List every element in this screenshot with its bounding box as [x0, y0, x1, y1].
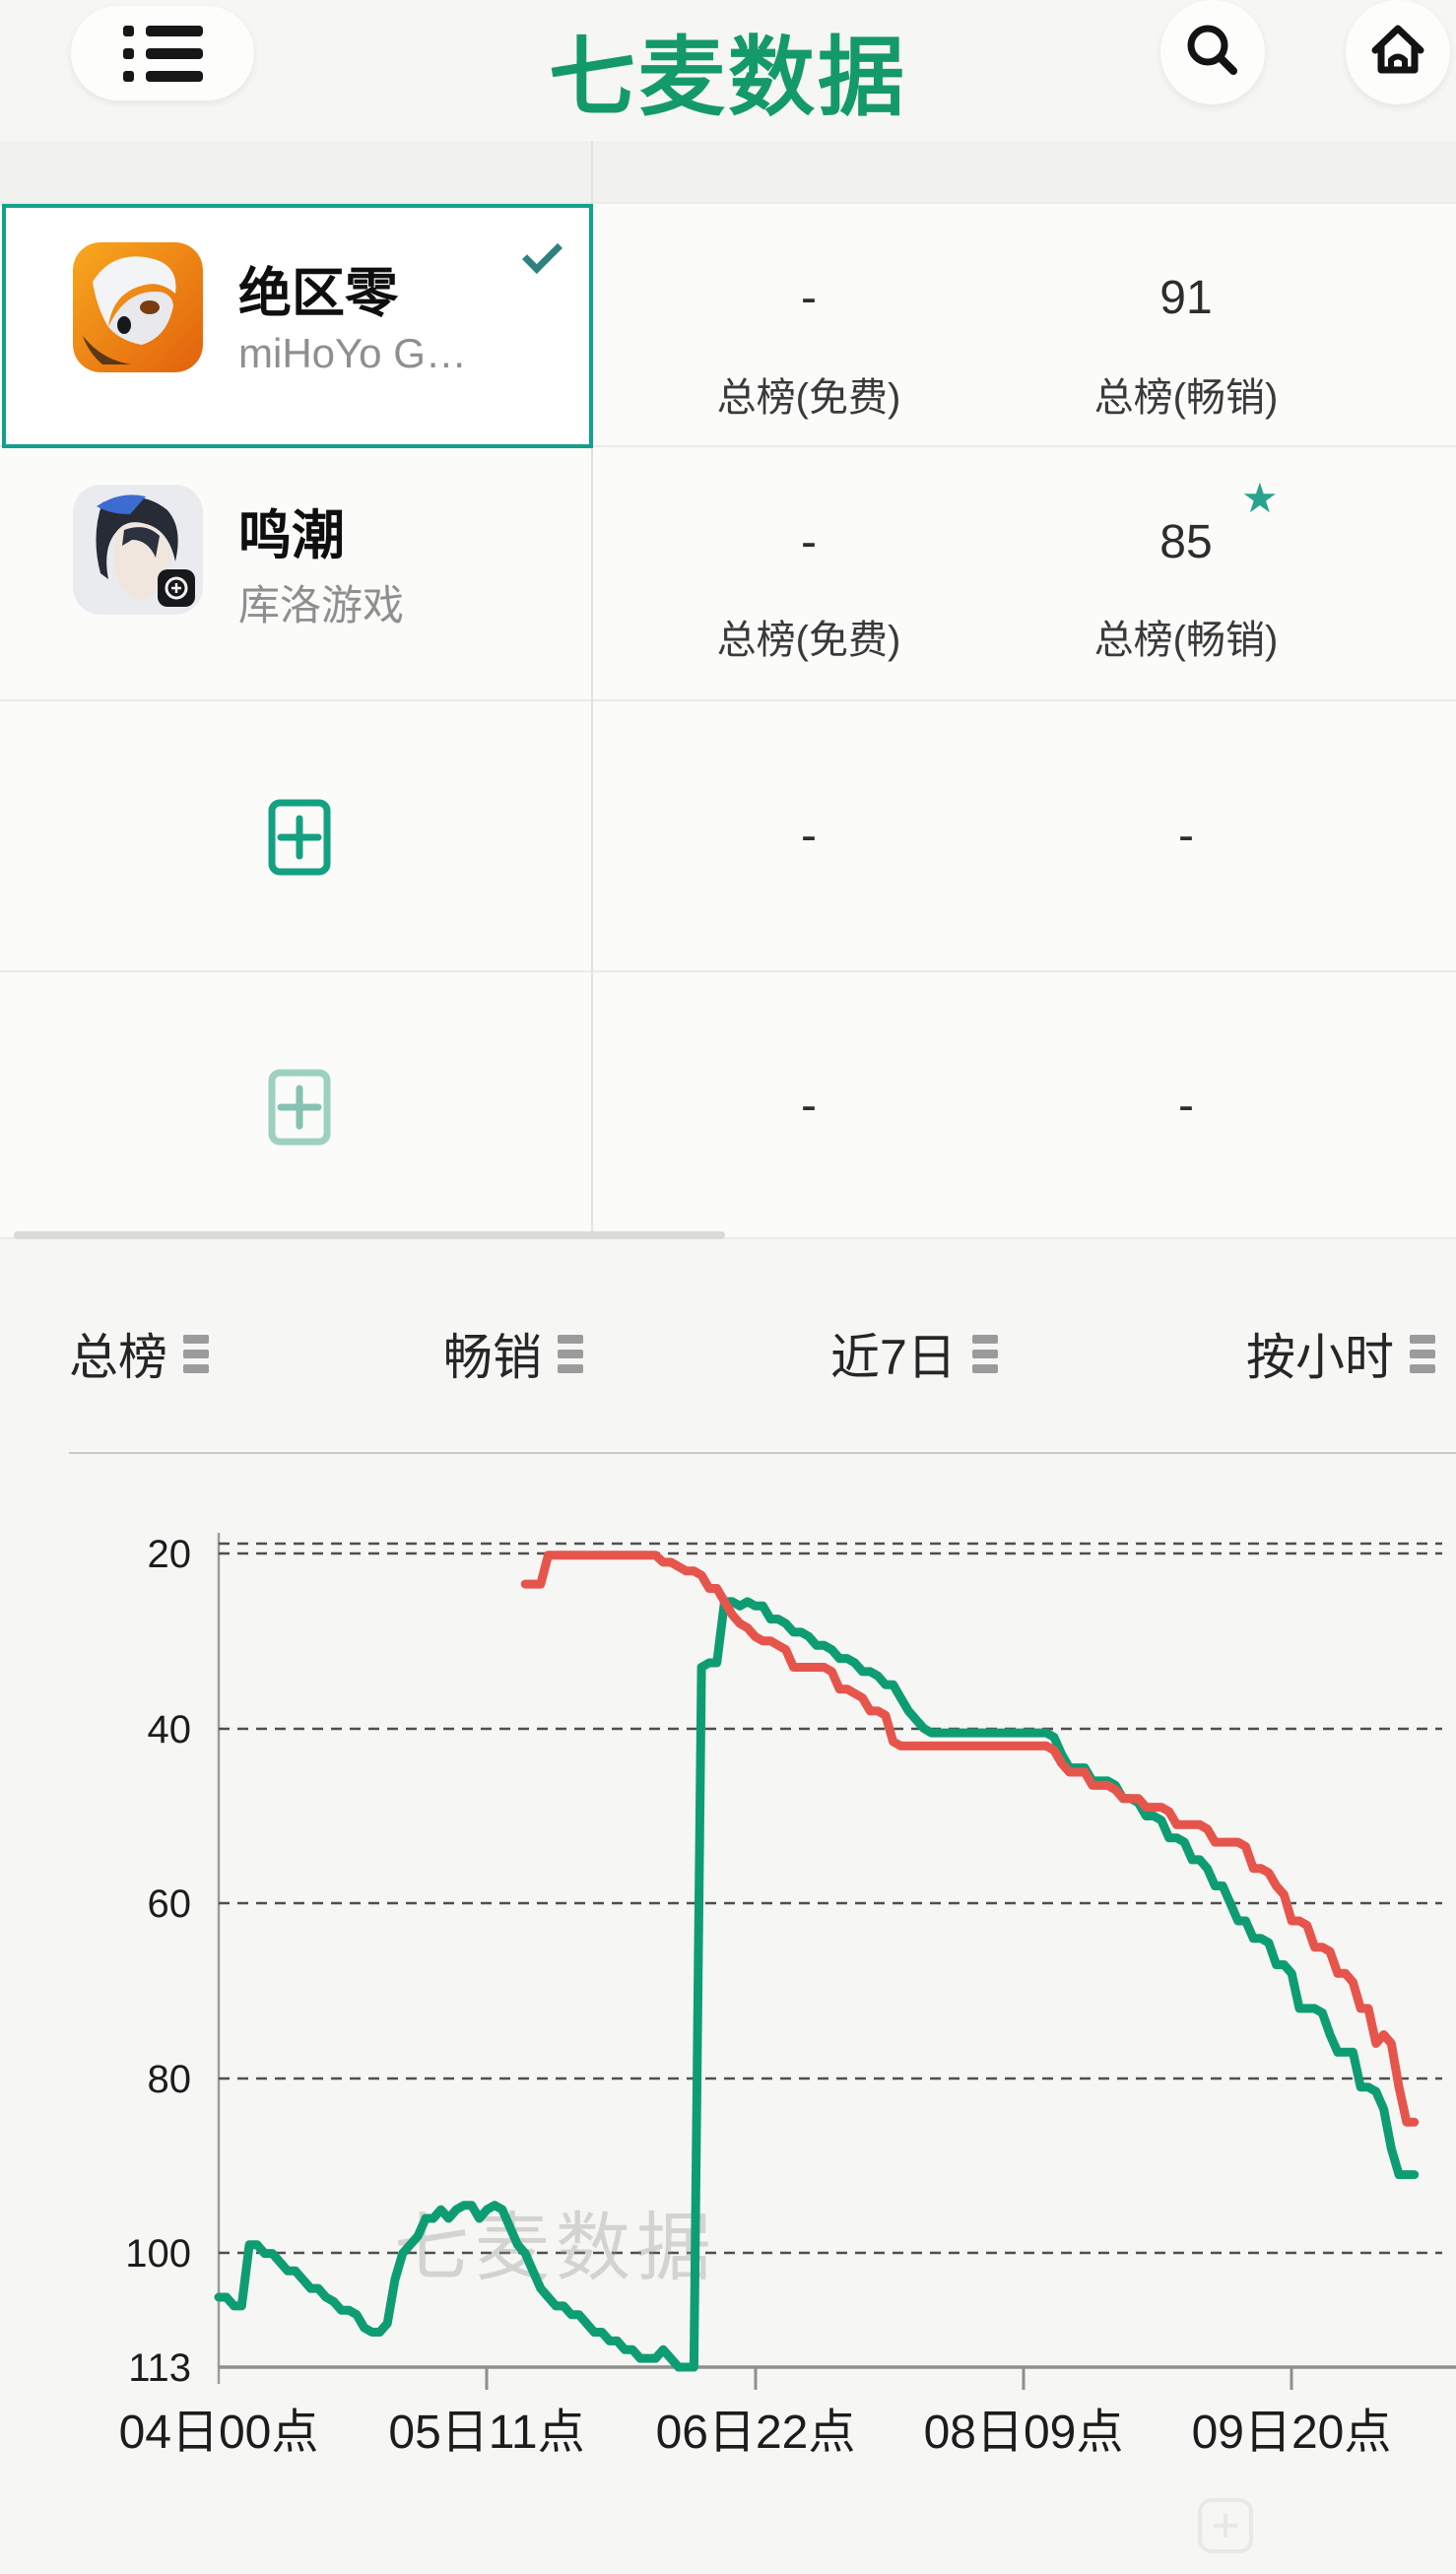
- x-axis-label: 05日11点: [388, 2407, 584, 2459]
- app-publisher-row2: 库洛游戏: [238, 582, 405, 628]
- x-axis-label: 04日00点: [119, 2407, 319, 2459]
- filter-date-range[interactable]: 近7日: [830, 1318, 998, 1389]
- y-axis-label: 60: [148, 1882, 192, 1926]
- chart-watermark: 七麦数据: [394, 2207, 717, 2290]
- row-divider: [0, 699, 1456, 701]
- page-title: 七麦数据: [548, 29, 907, 126]
- x-axis-label: 06日22点: [656, 2407, 856, 2459]
- rank-series-绝区零: [214, 1597, 1420, 2372]
- row-divider: [0, 1237, 1456, 1239]
- row-divider: [0, 445, 1456, 447]
- free-rank-row3: -: [801, 810, 817, 862]
- app-compare-table: 绝区零 miHoYo G… - 总榜(免费) 91 总榜(畅销) 鸣潮 库洛游戏…: [0, 141, 1456, 1239]
- column-divider: [591, 141, 593, 1239]
- paid-rank-label-row1: 总榜(畅销): [1093, 376, 1279, 420]
- dropdown-bars-icon: [183, 1334, 209, 1373]
- dropdown-bars-icon: [558, 1334, 583, 1373]
- app-icon-zenless-zone-zero: [73, 242, 203, 372]
- app-name-row2: 鸣潮: [238, 506, 345, 565]
- filter-ranking-type[interactable]: 总榜: [69, 1318, 209, 1389]
- paid-rank-row4: -: [1178, 1080, 1194, 1132]
- row-divider: [0, 970, 1456, 972]
- app-icon-wuthering-waves: [73, 485, 203, 615]
- y-axis-label: 100: [125, 2232, 191, 2276]
- paid-rank-row2: 85: [1159, 516, 1213, 568]
- add-app-button-row3[interactable]: [268, 799, 331, 881]
- home-icon: [1366, 19, 1429, 87]
- filter-bar: 总榜 畅销 近7日 按小时: [0, 1271, 1456, 1448]
- free-rank-label-row2: 总榜(免费): [716, 619, 901, 662]
- add-app-button-row4[interactable]: [268, 1069, 331, 1151]
- rank-trend-chart: 七麦数据 20 40 60 80 100 113 04日00点 05日11点 06日22点 08日…: [0, 1468, 1456, 2569]
- filter-chart-type[interactable]: 畅销: [443, 1318, 583, 1389]
- app-publisher-row1: miHoYo G…: [238, 330, 467, 376]
- row-divider: [0, 202, 1456, 204]
- menu-icon: [122, 25, 203, 82]
- favorite-star-icon[interactable]: ★: [1241, 475, 1279, 521]
- dropdown-bars-icon: [1410, 1334, 1435, 1373]
- search-button[interactable]: [1160, 0, 1265, 104]
- qimai-logo-ghost: [1198, 2498, 1253, 2553]
- menu-button[interactable]: [71, 6, 254, 100]
- search-icon: [1182, 20, 1243, 86]
- x-axis-label: 08日09点: [924, 2407, 1124, 2459]
- dropdown-bars-icon: [971, 1334, 998, 1373]
- top-bar: 七麦数据: [0, 0, 1456, 141]
- table-header-strip: [0, 141, 1456, 202]
- y-axis-label: 20: [148, 1533, 192, 1576]
- app-name-row1: 绝区零: [238, 264, 398, 323]
- x-axis-label: 09日20点: [1192, 2407, 1392, 2459]
- paid-rank-row1: 91: [1159, 272, 1213, 324]
- paid-rank-row3: -: [1178, 810, 1194, 862]
- y-axis-label: 113: [128, 2346, 191, 2390]
- filter-granularity[interactable]: 按小时: [1246, 1318, 1435, 1389]
- home-button[interactable]: [1346, 0, 1450, 104]
- free-rank-row4: -: [801, 1080, 817, 1132]
- section-divider: [69, 1452, 1456, 1454]
- free-rank-row2: -: [801, 516, 817, 568]
- y-axis-label: 80: [148, 2058, 192, 2101]
- free-rank-label-row1: 总榜(免费): [716, 376, 901, 420]
- rank-series-鸣潮: [520, 1551, 1420, 2127]
- free-rank-row1: -: [801, 272, 817, 324]
- horizontal-scrollbar[interactable]: [14, 1231, 725, 1239]
- y-axis-label: 40: [148, 1708, 192, 1751]
- paid-rank-label-row2: 总榜(畅销): [1093, 619, 1279, 662]
